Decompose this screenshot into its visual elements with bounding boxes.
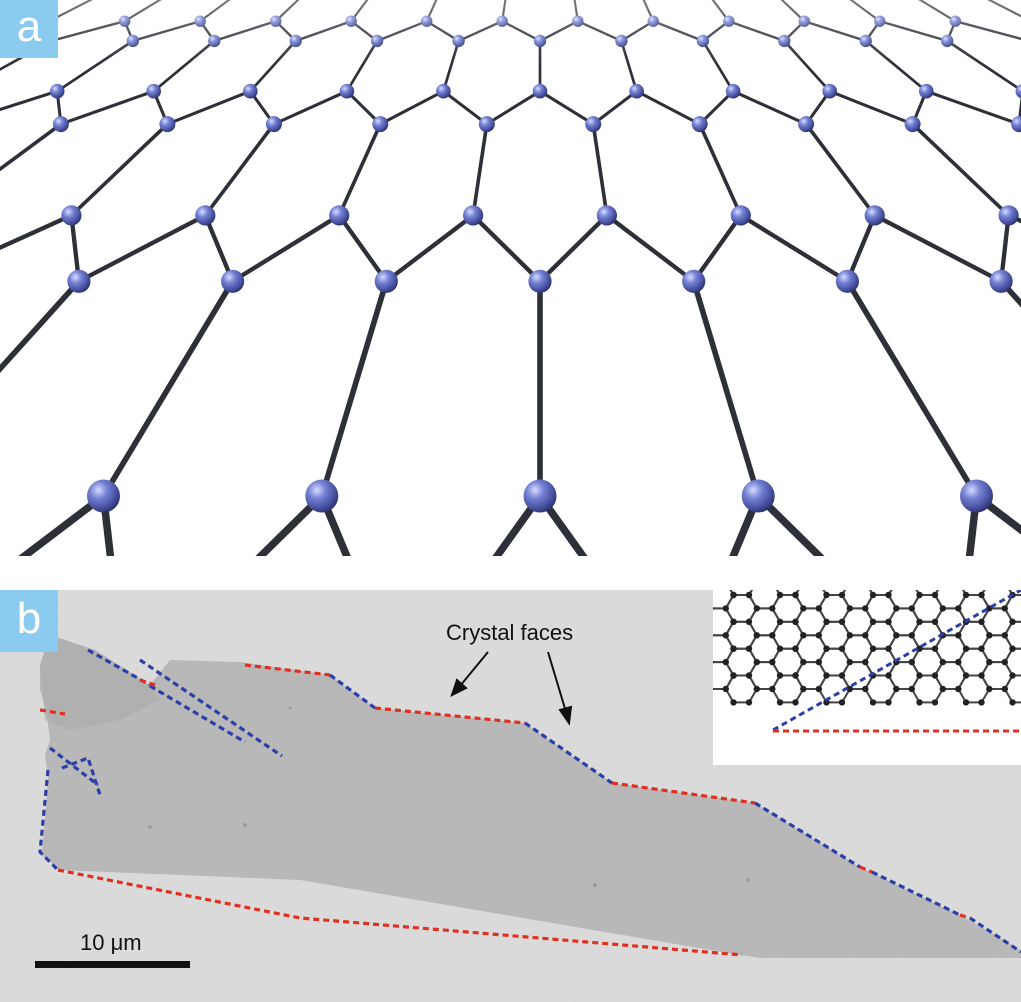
flake-edge-red-5 — [859, 865, 873, 874]
scale-bar — [35, 961, 190, 968]
flake-edge-blue-10 — [61, 755, 102, 796]
flake-edge-blue-7 — [871, 870, 961, 917]
flake-edge-blue-9 — [49, 746, 99, 787]
flake-edge-red-4 — [611, 781, 756, 805]
flake-edge-blue-8 — [969, 916, 1021, 954]
crystal-faces-annotation: Crystal faces — [446, 620, 574, 645]
flake-edge-blue-5 — [524, 721, 613, 785]
panel-a-label: a — [0, 0, 58, 58]
graphene-lattice-render: a — [0, 0, 1021, 556]
flake-edge-blue-3 — [149, 684, 246, 744]
flake-edge-blue-2 — [139, 658, 283, 758]
flake-edge-red-2 — [244, 663, 331, 677]
lattice-inset-diagram — [713, 590, 1021, 733]
flake-edge-blue-11 — [38, 769, 60, 872]
graphene-flake-micrograph — [0, 590, 1021, 1002]
inset-zigzag-direction — [772, 590, 1021, 732]
microscope-image-panel: Crystal faces 10 μm b — [0, 590, 1021, 1002]
flake-edge-red-6 — [959, 913, 971, 920]
panel-b-label: b — [0, 590, 58, 652]
flake-edge-red-8 — [57, 868, 743, 957]
flake-edge-red-3 — [374, 706, 526, 725]
graphene-lattice-illustration — [0, 0, 1021, 556]
flake-edge-blue-6 — [754, 801, 861, 869]
lattice-inset — [713, 590, 1021, 765]
scale-bar-label: 10 μm — [80, 930, 142, 955]
flake-edge-red-1 — [139, 678, 159, 688]
flake-edge-blue-1 — [87, 648, 151, 687]
flake-edge-red-7 — [39, 708, 66, 716]
